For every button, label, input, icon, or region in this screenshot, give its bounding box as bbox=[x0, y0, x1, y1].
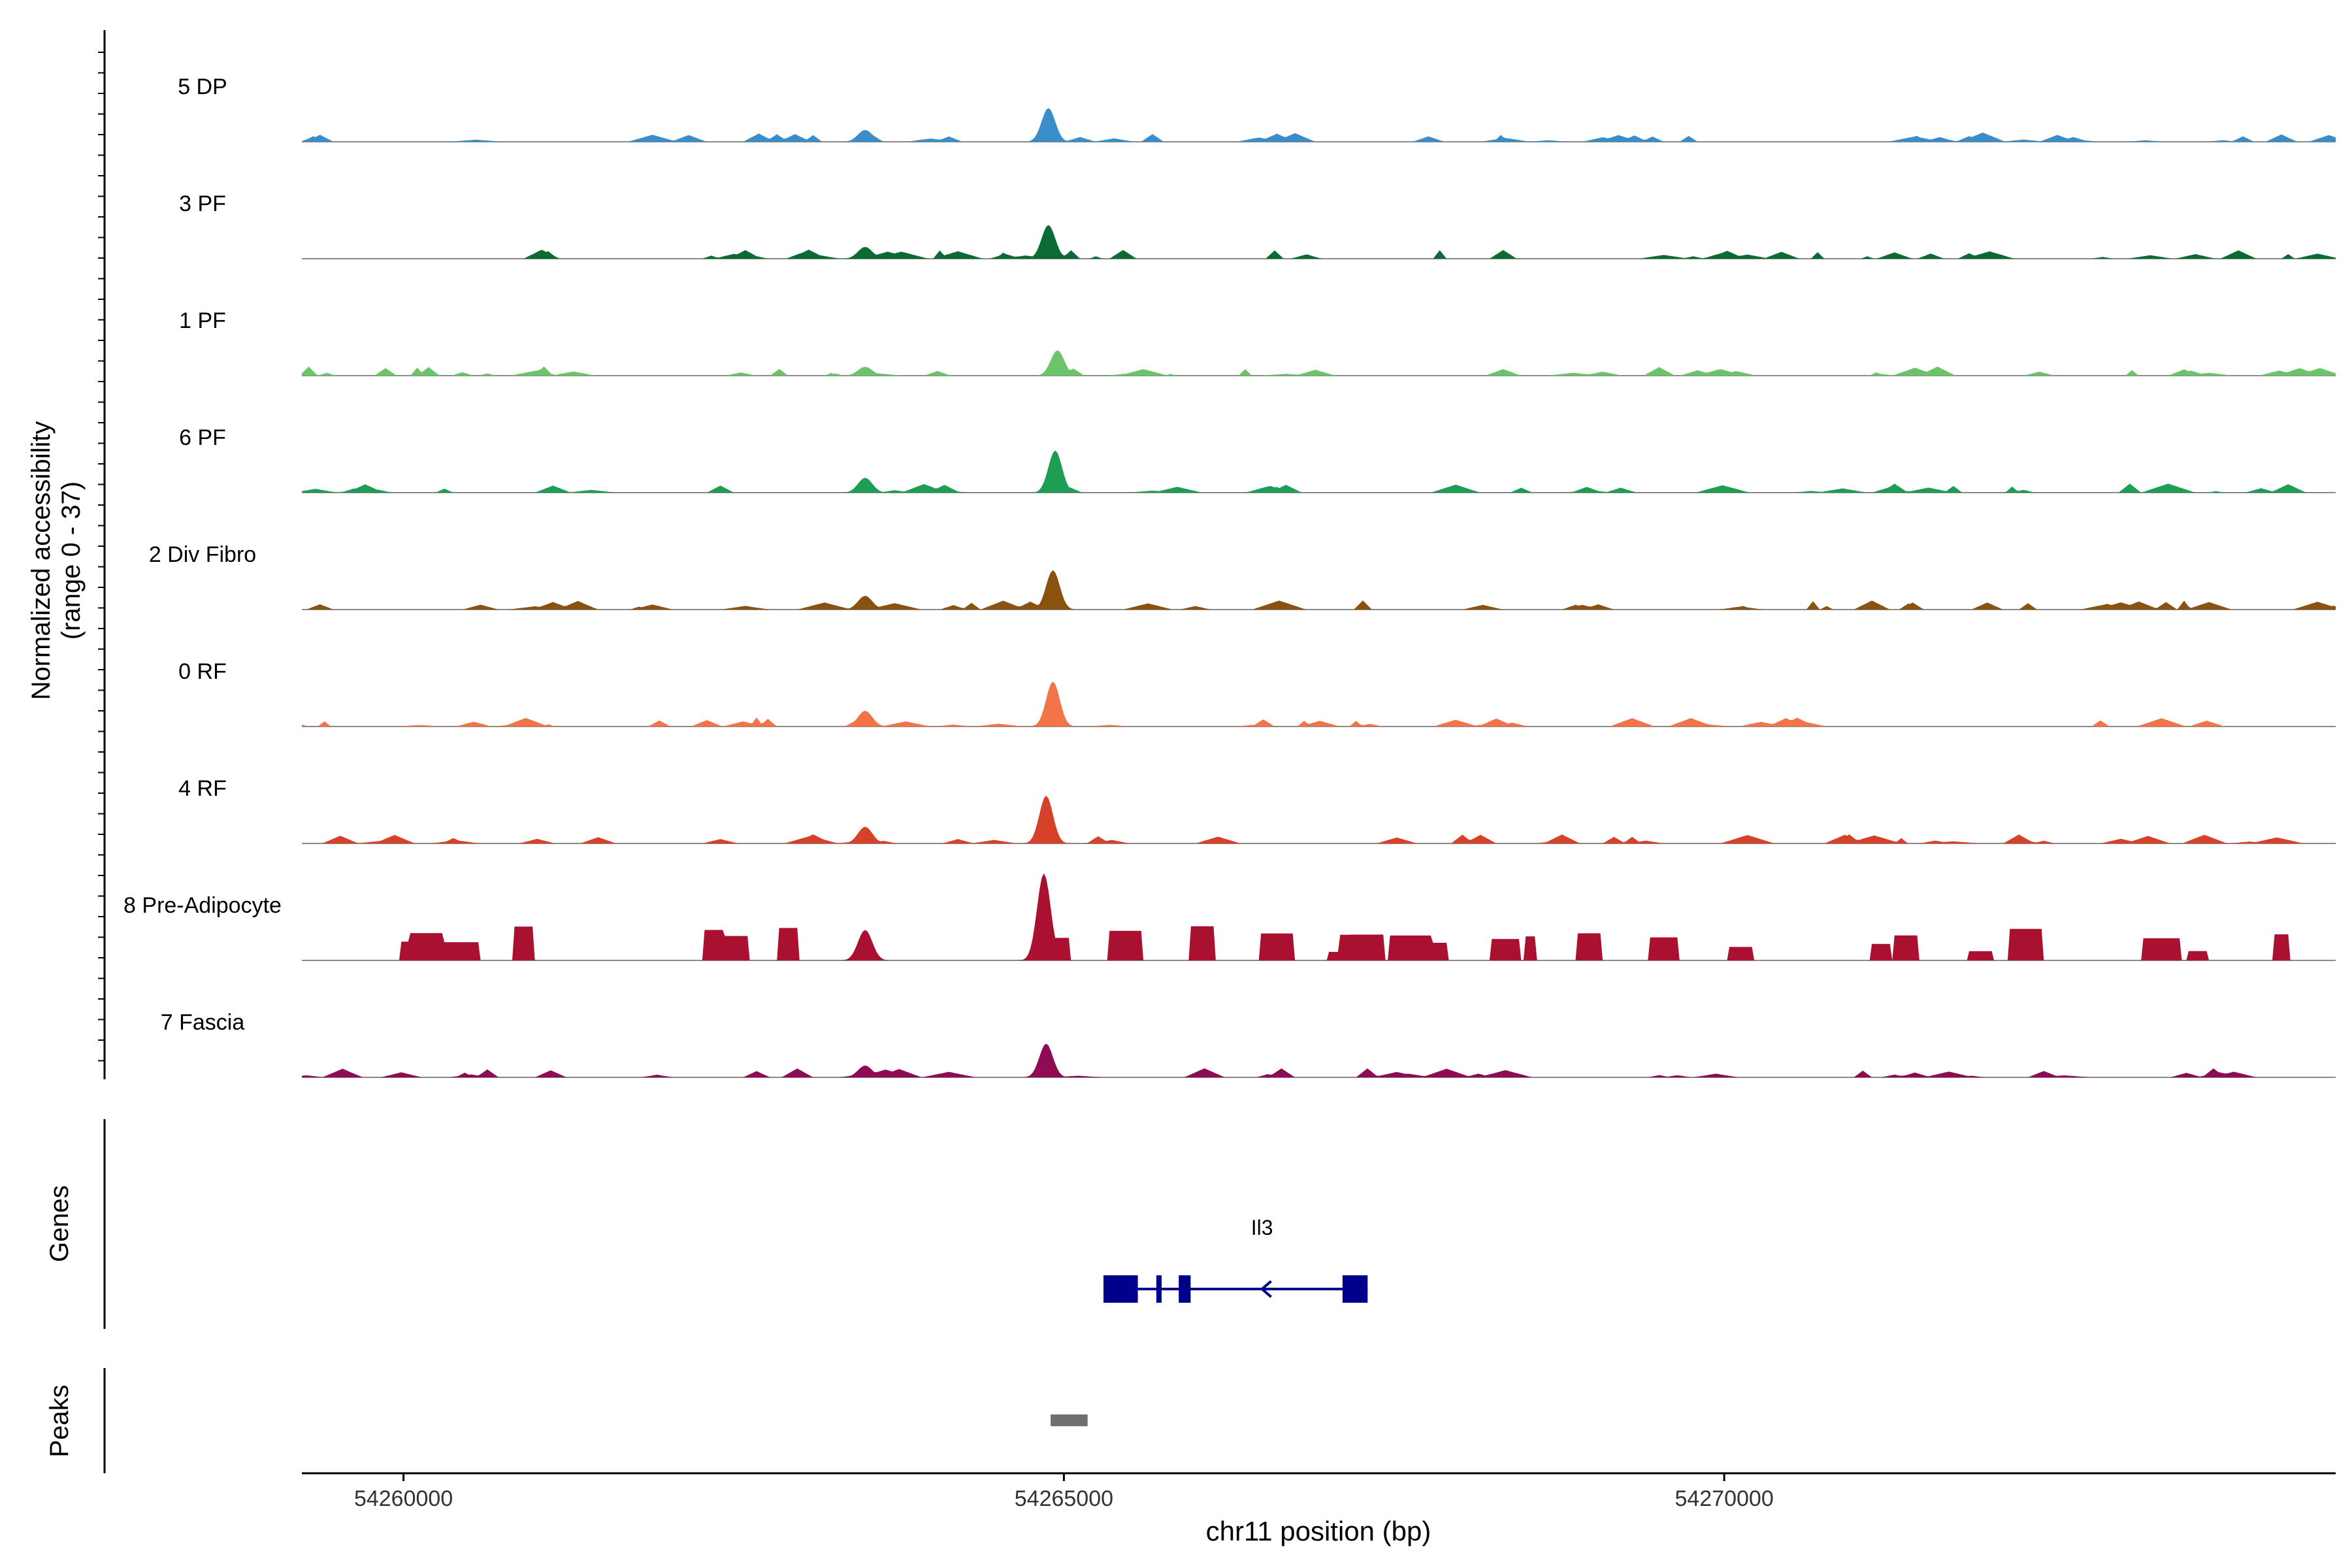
coverage-area bbox=[302, 570, 2336, 610]
coverage-tracks: 5 DP 3 PF 1 PF 6 PF 2 Div Fibro 0 RF 4 RF 8 Pre… bbox=[123, 74, 2336, 1078]
y-axis-label-line1: Normalized accessibility bbox=[27, 421, 56, 700]
track-8-pre-adipocyte: 8 Pre-Adipocyte bbox=[123, 873, 2336, 961]
track-label: 6 PF bbox=[179, 425, 226, 450]
track-label: 4 RF bbox=[178, 776, 227, 801]
coverage-area bbox=[302, 350, 2336, 376]
track-6-pf: 6 PF bbox=[179, 425, 2336, 493]
track-4-rf: 4 RF bbox=[178, 776, 2336, 844]
peak-region bbox=[1051, 1414, 1088, 1426]
peaks-panel-label: Peaks bbox=[45, 1384, 74, 1457]
x-tick-label: 54265000 bbox=[1015, 1486, 1113, 1511]
genes-panel-label: Genes bbox=[45, 1185, 74, 1262]
x-tick-label: 54270000 bbox=[1674, 1486, 1773, 1511]
x-axis-ticks: 54260000 54265000 54270000 bbox=[354, 1473, 1774, 1511]
gene-exon bbox=[1156, 1275, 1162, 1303]
gene-exon bbox=[1343, 1275, 1368, 1303]
gene-model-il3: Il3 bbox=[1103, 1216, 1368, 1303]
track-label: 1 PF bbox=[179, 308, 226, 333]
gene-exon bbox=[1103, 1275, 1138, 1303]
coverage-y-ticks bbox=[98, 52, 105, 1062]
track-5-dp: 5 DP bbox=[178, 74, 2336, 142]
gene-strand-arrow bbox=[1260, 1280, 1272, 1298]
coverage-area bbox=[302, 450, 2336, 493]
y-axis-label-line2: (range 0 - 37) bbox=[57, 482, 86, 640]
track-1-pf: 1 PF bbox=[179, 308, 2336, 376]
x-tick-label: 54260000 bbox=[354, 1486, 453, 1511]
track-2-div-fibro: 2 Div Fibro bbox=[149, 542, 2336, 610]
track-label: 0 RF bbox=[178, 659, 227, 684]
track-label: 2 Div Fibro bbox=[149, 542, 256, 567]
track-label: 7 Fascia bbox=[161, 1010, 245, 1035]
track-3-pf: 3 PF bbox=[179, 191, 2336, 259]
gene-name-label: Il3 bbox=[1251, 1216, 1273, 1239]
track-7-fascia: 7 Fascia bbox=[161, 1010, 2336, 1078]
peaks-track bbox=[1051, 1414, 1088, 1426]
x-axis-label: chr11 position (bp) bbox=[1206, 1516, 1431, 1546]
gene-exon bbox=[1179, 1275, 1191, 1303]
track-label: 5 DP bbox=[178, 74, 227, 99]
track-label: 3 PF bbox=[179, 191, 226, 216]
track-label: 8 Pre-Adipocyte bbox=[123, 893, 282, 918]
track-0-rf: 0 RF bbox=[178, 659, 2336, 727]
